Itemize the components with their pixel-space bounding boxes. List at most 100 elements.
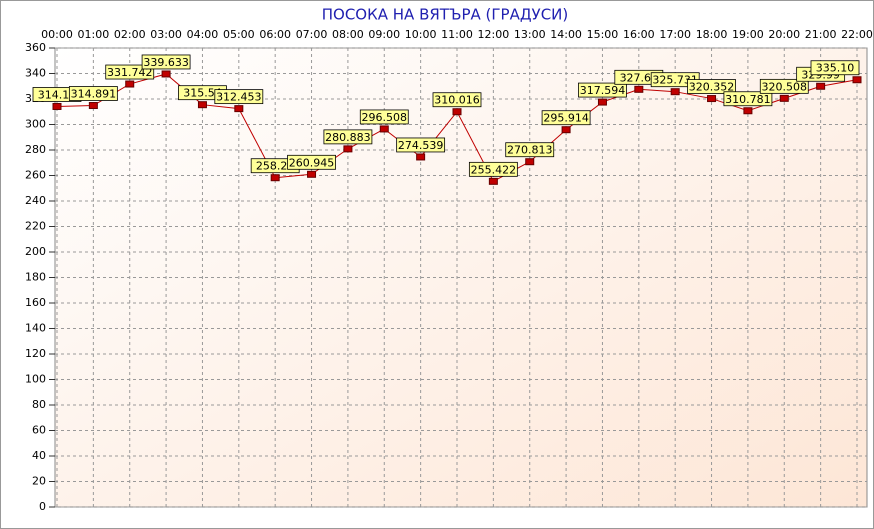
value-label: 260.945 [289,156,335,169]
y-tick-label: 280 [25,143,46,156]
x-tick-label: 03:00 [150,28,182,41]
value-label: 295.914 [543,112,589,125]
point-marker [307,170,317,178]
value-label: 310.781 [725,93,771,106]
y-tick-label: 120 [25,347,46,360]
x-tick-label: 06:00 [259,28,291,41]
x-tick-label: 21:00 [805,28,837,41]
value-label-box [687,79,736,94]
value-label: 325.731 [652,74,698,87]
value-label: 339.633 [143,56,189,69]
point-marker [161,70,171,78]
x-tick-label: 00:00 [41,28,73,41]
value-label-box [214,89,264,105]
point-marker [125,80,135,88]
x-tick-label: 13:00 [514,28,546,41]
point-marker [416,153,426,161]
value-label: 310.016 [434,94,480,107]
x-tick-label: 09:00 [368,28,400,41]
x-tick-label: 22:00 [841,28,873,41]
value-label: 280.883 [325,131,371,144]
value-label: 270.813 [507,144,553,157]
value-label-box [68,86,118,101]
point-marker [670,88,680,96]
point-marker [816,82,826,90]
x-tick-label: 11:00 [441,28,473,41]
y-tick-label: 200 [25,245,46,258]
y-tick-label: 300 [25,118,46,131]
value-label-box [323,129,373,145]
x-tick-label: 12:00 [478,28,510,41]
value-label-box [578,82,627,98]
value-label-box [359,109,409,125]
x-tick-label: 05:00 [223,28,255,41]
y-tick-label: 340 [25,67,46,80]
value-label: 314.14 [38,88,77,101]
y-tick-label: 40 [32,449,46,462]
y-tick-label: 220 [25,220,46,233]
point-marker [634,85,644,93]
point-marker [88,102,98,110]
value-label: 331.742 [107,66,153,79]
y-tick-label: 60 [32,424,46,437]
value-label: 317.594 [580,84,626,97]
value-label-box [810,60,860,76]
x-tick-label: 16:00 [623,28,655,41]
x-tick-label: 07:00 [296,28,328,41]
value-label-box [505,142,555,158]
y-tick-label: 100 [25,373,46,386]
point-marker [452,108,462,116]
value-label-box [541,110,591,126]
y-tick-label: 20 [32,475,46,488]
value-label-box [396,137,446,153]
y-tick-label: 360 [25,41,46,54]
point-marker [525,158,535,166]
x-tick-label: 02:00 [114,28,146,41]
value-label: 255.422 [471,163,517,176]
value-label: 312.453 [216,91,262,104]
plot-area [54,47,868,508]
x-tick-label: 19:00 [732,28,764,41]
point-marker [743,107,753,115]
y-tick-label: 240 [25,194,46,207]
value-label-box [432,92,482,108]
point-marker [597,98,607,106]
x-tick-label: 04:00 [187,28,219,41]
y-tick-label: 140 [25,322,46,335]
value-label: 327.60 [620,71,659,84]
point-marker [234,105,244,113]
x-tick-label: 01:00 [78,28,110,41]
point-marker [707,95,717,103]
y-tick-label: 160 [25,296,46,309]
value-label-box [141,54,191,70]
point-marker [270,174,280,182]
x-tick-label: 15:00 [587,28,619,41]
value-label-box [287,154,336,170]
value-label: 315.54 [183,87,222,100]
x-tick-label: 10:00 [405,28,437,41]
x-tick-label: 20:00 [768,28,800,41]
value-label-box [468,161,518,177]
point-marker [52,102,62,110]
y-tick-label: 80 [32,398,46,411]
value-label: 274.539 [398,139,444,152]
value-label: 335.10 [816,62,855,75]
x-tick-label: 08:00 [332,28,364,41]
x-tick-label: 14:00 [550,28,582,41]
value-label: 258.26 [256,160,295,173]
value-label-box [759,78,809,94]
chart-title: ПОСОКА НА ВЯТЪРА (ГРАДУСИ) [322,6,569,24]
y-tick-label: 0 [39,500,46,513]
value-label: 320.508 [762,80,808,93]
point-marker [379,125,389,133]
point-marker [197,101,207,109]
point-marker [488,177,498,185]
point-marker [561,126,571,134]
value-label: 320.352 [689,81,735,94]
value-label: 314.891 [71,88,117,101]
point-marker [779,94,789,102]
x-tick-label: 17:00 [659,28,691,41]
y-tick-label: 260 [25,169,46,182]
x-tick-label: 18:00 [696,28,728,41]
